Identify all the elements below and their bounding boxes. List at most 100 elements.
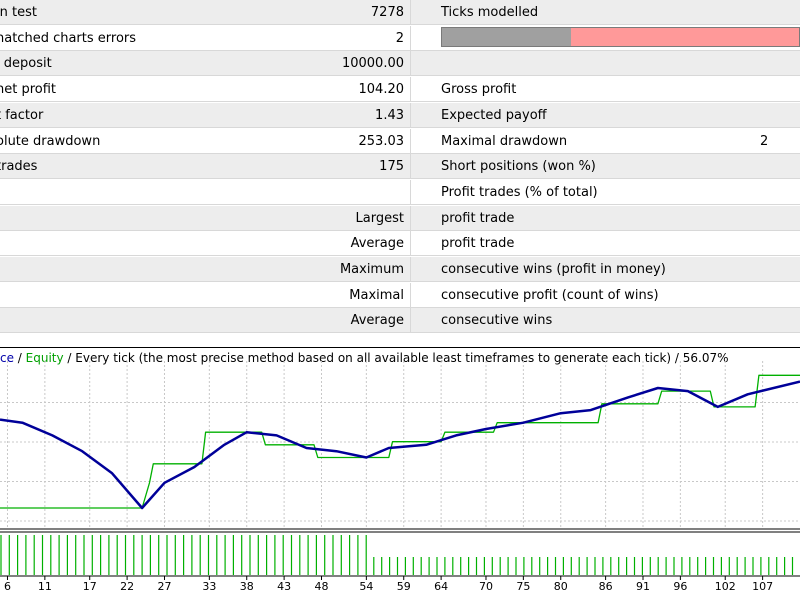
- legend-separator: /: [671, 351, 683, 365]
- report-row: Average consecutive wins: [0, 308, 800, 333]
- chart-legend: ce / Equity / Every tick (the most preci…: [0, 349, 729, 367]
- report-value: 175: [379, 159, 404, 174]
- report-row: t factor 1.43 Expected payoff: [0, 103, 800, 128]
- legend-separator: /: [63, 351, 76, 365]
- report-value: 1.43: [375, 108, 404, 123]
- x-tick-label: 102: [715, 580, 736, 593]
- report-value: 10000.00: [341, 56, 404, 71]
- report-label: [0, 231, 246, 256]
- report-value: Average: [350, 313, 404, 328]
- report-label: olute drawdown: [0, 134, 101, 149]
- report-label-secondary: Gross profit: [441, 82, 517, 97]
- report-value-secondary: [760, 51, 800, 76]
- report-label: l deposit: [0, 56, 52, 71]
- report-value-secondary: [760, 103, 800, 128]
- report-value: Maximum: [339, 262, 404, 277]
- column-divider: [410, 180, 411, 205]
- report-label-secondary: Profit trades (% of total): [441, 185, 598, 200]
- report-row: l deposit 10000.00: [0, 51, 800, 76]
- report-label-secondary: consecutive wins (profit in money): [441, 262, 666, 277]
- report-label-secondary: [441, 51, 741, 76]
- legend-separator: /: [13, 351, 26, 365]
- column-divider: [410, 129, 411, 154]
- legend-quality: 56.07%: [682, 351, 729, 365]
- x-axis-ticks: 6 11 17 22 27 33 38 43 48 54 59 64 70 75 80 86 91 96 102 10…: [4, 576, 773, 593]
- x-tick-label: 22: [120, 580, 134, 593]
- modelling-quality-fill: [442, 28, 571, 46]
- column-divider: [410, 231, 411, 256]
- volume-bars: [0, 535, 794, 575]
- series-line-equity: [0, 374, 800, 509]
- report-label-secondary: Short positions (won %): [441, 159, 596, 174]
- balance-equity-chart: 6 11 17 22 27 33 38 43 48 54 59 64 70 75 80 86 91 96 102 10…: [0, 347, 800, 593]
- modelling-quality-bar: [441, 27, 800, 47]
- x-tick-label: 70: [479, 580, 493, 593]
- report-label-secondary: Ticks modelled: [441, 5, 539, 20]
- column-divider: [410, 283, 411, 308]
- report-value: Maximal: [349, 288, 404, 303]
- x-tick-label: 86: [599, 580, 613, 593]
- report-value-secondary: [760, 77, 800, 102]
- column-divider: [410, 51, 411, 76]
- report-value: 7278: [370, 5, 404, 20]
- report-value-secondary: 2: [760, 134, 769, 149]
- report-value: Average: [350, 236, 404, 251]
- report-value: 104.20: [358, 82, 405, 97]
- x-tick-label: 38: [240, 580, 254, 593]
- legend-equity: Equity: [25, 351, 64, 365]
- x-tick-label: 27: [157, 580, 171, 593]
- x-tick-label: 54: [359, 580, 373, 593]
- report-label-secondary: consecutive profit (count of wins): [441, 288, 659, 303]
- report-row: Profit trades (% of total): [0, 180, 800, 205]
- report-value-secondary: [760, 283, 800, 308]
- report-value: 253.03: [358, 134, 405, 149]
- report-value-secondary: [760, 0, 800, 25]
- report-label-secondary: profit trade: [441, 211, 515, 226]
- report-label: natched charts errors: [0, 31, 137, 46]
- chart-lines: [0, 374, 800, 510]
- x-tick-label: 107: [752, 580, 773, 593]
- report-row: Maximal consecutive profit (count of wins…: [0, 283, 800, 308]
- x-tick-label: 6: [4, 580, 11, 593]
- legend-balance: ce: [0, 351, 14, 365]
- report-value-secondary: [760, 180, 800, 205]
- x-tick-label: 33: [202, 580, 216, 593]
- column-divider: [410, 26, 411, 51]
- x-tick-label: 75: [516, 580, 530, 593]
- report-label: [0, 308, 246, 333]
- report-label-secondary: Expected payoff: [441, 108, 547, 123]
- report-label-secondary: Maximal drawdown: [441, 134, 568, 149]
- report-row: olute drawdown 253.03 Maximal drawdown 2: [0, 129, 800, 154]
- report-row: Average profit trade: [0, 231, 800, 256]
- x-tick-label: 48: [314, 580, 328, 593]
- report-label-secondary: consecutive wins: [441, 313, 553, 328]
- report-row: Largest profit trade: [0, 206, 800, 231]
- x-tick-label: 11: [38, 580, 52, 593]
- report-label: [0, 283, 246, 308]
- report-label: [0, 257, 246, 282]
- chart-grid: [0, 361, 800, 527]
- x-tick-label: 43: [277, 580, 291, 593]
- report-label: t factor: [0, 108, 44, 123]
- column-divider: [410, 154, 411, 179]
- x-tick-label: 64: [434, 580, 448, 593]
- report-label: [0, 206, 246, 231]
- column-divider: [410, 103, 411, 128]
- report-value-secondary: [760, 257, 800, 282]
- report-value: 2: [395, 31, 404, 46]
- report-table: in test 7278 Ticks modelled natched charts …: [0, 0, 800, 333]
- report-row: in test 7278 Ticks modelled: [0, 0, 800, 25]
- column-divider: [410, 77, 411, 102]
- report-row: net profit 104.20 Gross profit: [0, 77, 800, 102]
- report-value: Largest: [355, 211, 404, 226]
- legend-description: Every tick (the most precise method base…: [75, 351, 672, 365]
- column-divider: [410, 308, 411, 333]
- column-divider: [410, 257, 411, 282]
- report-label-secondary: profit trade: [441, 236, 515, 251]
- column-divider: [410, 206, 411, 231]
- column-divider: [410, 0, 411, 25]
- report-value-secondary: [760, 231, 800, 256]
- x-tick-label: 59: [397, 580, 411, 593]
- report-value-secondary: [760, 154, 800, 179]
- x-tick-label: 17: [83, 580, 97, 593]
